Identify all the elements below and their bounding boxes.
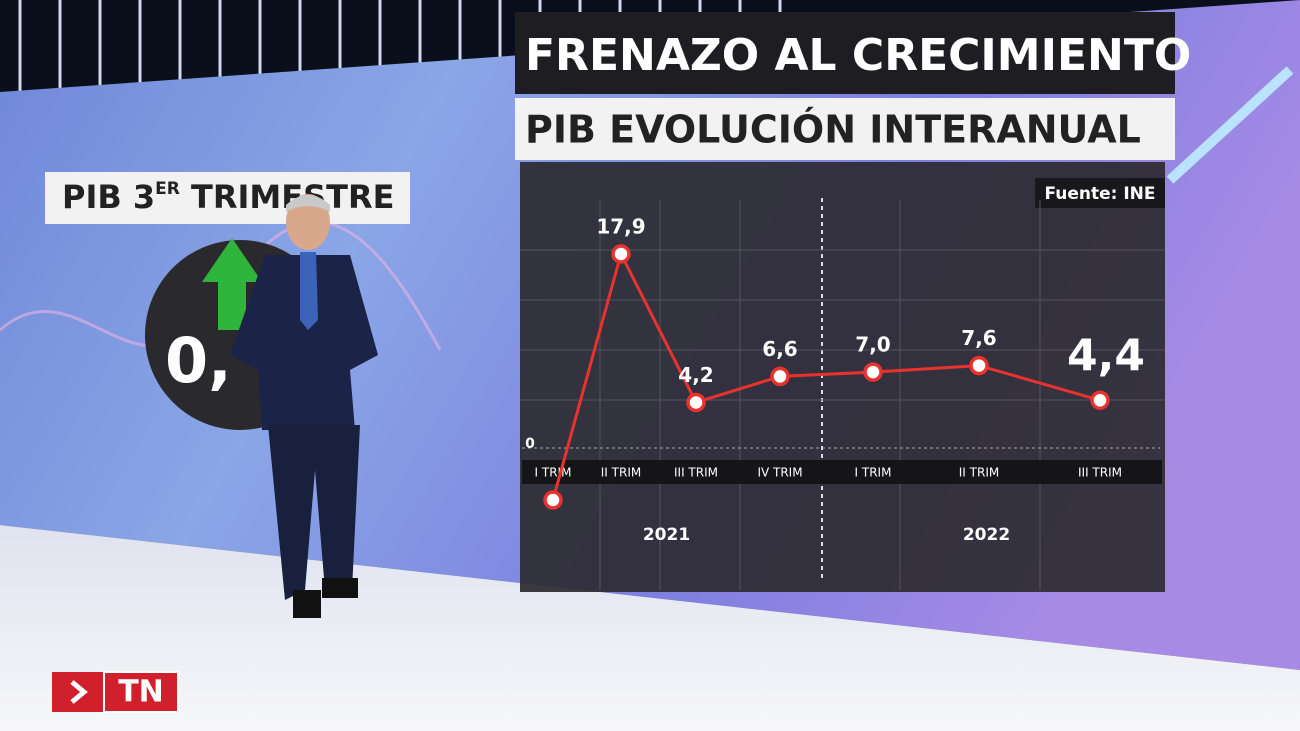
up-arrow — [202, 238, 262, 330]
logo-red — [52, 672, 104, 712]
source: Fuente: INE — [1044, 184, 1155, 204]
x-tick-label: II TRIM — [601, 466, 641, 480]
category-band — [522, 460, 1162, 484]
side-label: PIB 3ER TRIMESTRE — [62, 178, 394, 216]
title-box — [515, 12, 1175, 94]
point — [543, 490, 563, 510]
source-box — [1035, 178, 1165, 208]
data-label: 7,6 — [961, 326, 996, 350]
x-tick-label: III TRIM — [1078, 466, 1122, 480]
x-tick-label: II TRIM — [959, 466, 999, 480]
x-tick-label: III TRIM — [674, 466, 718, 480]
data-label: 4,2 — [678, 363, 713, 387]
x-tick-label: IV TRIM — [757, 466, 802, 480]
year-label: 2022 — [963, 525, 1010, 545]
data-label: 17,9 — [596, 214, 645, 238]
logo-text: TN — [118, 675, 164, 710]
year-label: 2021 — [643, 525, 690, 545]
presenter — [230, 194, 378, 618]
point — [863, 362, 883, 382]
data-label: 7,0 — [855, 333, 890, 357]
data-label: 6,6 — [762, 337, 797, 361]
x-tick-label: I TRIM — [535, 466, 572, 480]
point — [770, 366, 790, 387]
logo-chevron — [70, 680, 88, 704]
bg-arrow — [1166, 66, 1294, 184]
plot-area — [520, 162, 1165, 592]
x-tick-label: I TRIM — [855, 466, 892, 480]
side-label-box — [45, 172, 410, 224]
y-tick-label: 0 — [525, 436, 535, 452]
point — [969, 355, 989, 376]
subtitle-box — [515, 98, 1175, 160]
data-label: 4,4 — [1067, 330, 1145, 381]
point — [611, 244, 631, 264]
chart-title: FRENAZO AL CRECIMIENTO — [525, 30, 1191, 81]
logo-box — [103, 671, 179, 713]
side-value: 0, — [165, 324, 232, 397]
point — [1090, 390, 1110, 411]
chart-subtitle: PIB EVOLUCIÓN INTERANUAL — [525, 108, 1141, 152]
point — [686, 392, 706, 413]
